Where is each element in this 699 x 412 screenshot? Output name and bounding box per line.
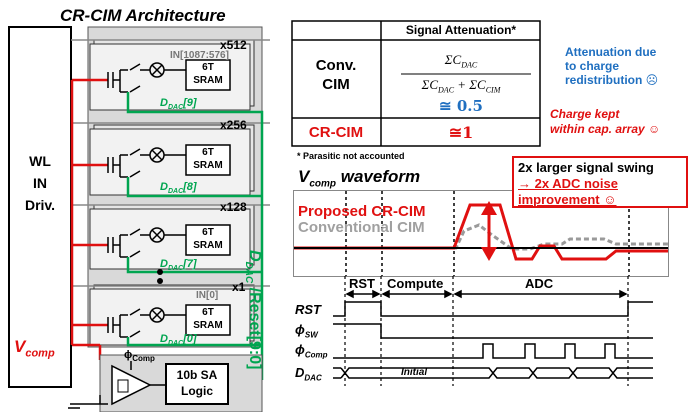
- formula-denominator: ΣCDAC + ΣCCIM: [421, 77, 501, 95]
- ddac-initial-label: Initial: [401, 367, 428, 378]
- row-label-cr: CR-CIM: [308, 124, 364, 141]
- sram-box: [185, 224, 231, 256]
- cr-value: ≅1: [448, 123, 474, 142]
- sram-box: [185, 59, 231, 91]
- attenuation-table: Signal Attenuation* Conv. CIM ΣCDAC ΣCDAC…: [291, 20, 541, 147]
- table-header: Signal Attenuation*: [405, 23, 517, 37]
- ddac-label: DDAC[0]: [160, 333, 197, 348]
- stack-mult-label: x256: [220, 118, 247, 132]
- architecture-title: CR-CIM Architecture: [60, 6, 226, 25]
- sram-box: [185, 304, 231, 336]
- vcomp-label: Vcomp: [14, 337, 55, 360]
- formula-approx: ≅ 0.5: [439, 97, 483, 115]
- waveform-title: Vcomp waveform: [298, 167, 421, 190]
- signal-ddac: DDAC: [295, 365, 322, 383]
- signal-phi-sw: ϕSW: [295, 322, 318, 340]
- stack-mult-label: x512: [220, 38, 247, 52]
- input-range-label: IN[1087:576]: [170, 50, 229, 61]
- swing-callout: 2x larger signal swing → 2x ADC noise im…: [512, 156, 688, 208]
- sram-box: [185, 144, 231, 176]
- note-attenuation: Attenuation due to charge redistribution ☹: [565, 45, 659, 87]
- ddac-label: DDAC[8]: [160, 181, 197, 196]
- input-range-label: IN[0]: [196, 290, 219, 301]
- sa-logic-box: [165, 363, 229, 405]
- sram-label: 6T SRAM: [193, 227, 223, 251]
- architecture-diagram: [8, 26, 270, 412]
- signal-phi-comp: ϕComp: [295, 342, 328, 360]
- sa-logic-label: 10b SA Logic: [176, 368, 218, 398]
- phase-compute: Compute: [387, 276, 444, 291]
- phase-adc: ADC: [525, 276, 554, 291]
- driver-label: WL IN Driv.: [24, 153, 56, 213]
- stack-mult-label: x128: [220, 200, 247, 214]
- architecture-panel: CR-CIM Architecture: [0, 0, 290, 412]
- legend-conventional: Conventional CIM: [298, 219, 425, 236]
- comparator: [111, 364, 152, 406]
- footnote: * Parasitic not accounted: [297, 151, 405, 161]
- timing-diagram: RST Compute ADC RST ϕSW ϕComp DDAC Initi…: [293, 276, 693, 412]
- formula-numerator: ΣCDAC: [444, 52, 478, 70]
- ddac-label: DDAC[9]: [160, 97, 197, 112]
- phi-comp-label: ϕComp: [124, 349, 155, 364]
- sram-label: 6T SRAM: [193, 147, 223, 171]
- legend-proposed: Proposed CR-CIM: [298, 203, 426, 220]
- phase-rst: RST: [349, 276, 375, 291]
- signal-rst: RST: [295, 302, 321, 317]
- sram-label: 6T SRAM: [193, 62, 223, 86]
- note-charge-kept: Charge kept within cap. array ☺: [550, 107, 661, 136]
- stack-mult-label: x1: [232, 280, 246, 294]
- dac-reset-bus-label: DDAC /Reset[9:0]: [242, 250, 263, 370]
- sram-label: 6T SRAM: [193, 307, 223, 331]
- row-label-conv: Conv. CIM: [315, 57, 357, 93]
- ddac-label: DDAC[7]: [160, 258, 197, 273]
